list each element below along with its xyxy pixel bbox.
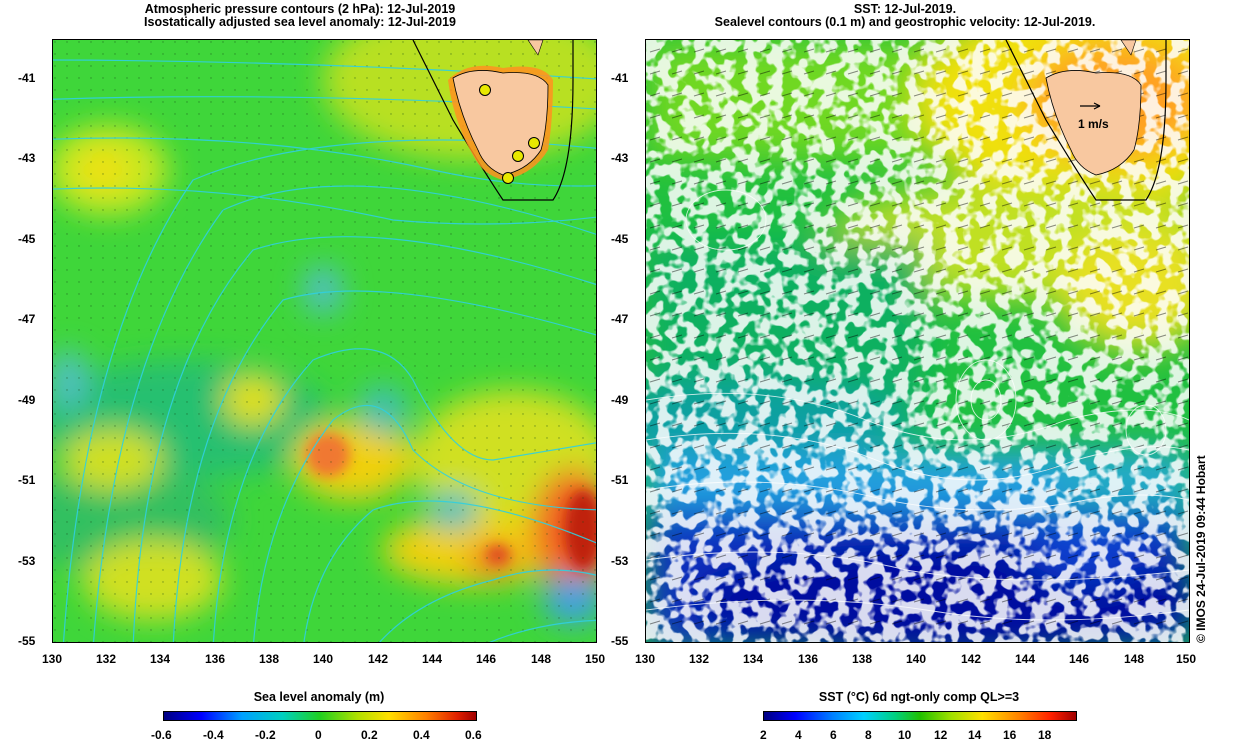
right-lon-tick: 150 [1176,652,1197,666]
left-lat-tick: -43 [18,151,36,165]
sla-tick: 0.2 [361,728,378,742]
left-lat-tick: -55 [18,634,36,648]
sst-tick: 2 [760,728,767,742]
right-lon-tick: 142 [961,652,982,666]
left-lon-tick: 130 [42,652,63,666]
sla-tick: 0 [315,728,322,742]
left-map-title: Atmospheric pressure contours (2 hPa): 1… [90,3,510,29]
left-lon-tick: 140 [313,652,334,666]
right-lon-tick: 134 [743,652,764,666]
velocity-key-label: 1 m/s [1078,117,1109,131]
right-lat-tick: -51 [611,473,629,487]
tide-gauge-markers [479,84,540,184]
right-lon-tick: 144 [1015,652,1036,666]
sst-tick: 18 [1038,728,1052,742]
left-lat-tick: -49 [18,393,36,407]
left-lat-tick: -51 [18,473,36,487]
left-title-line1: Atmospheric pressure contours (2 hPa): 1… [144,2,456,16]
right-lat-tick: -45 [611,232,629,246]
right-title-line2: Sealevel contours (0.1 m) and geostrophi… [714,15,1096,29]
right-lon-tick: 140 [906,652,927,666]
sla-colorbar-title: Sea level anomaly (m) [253,690,385,704]
right-title-line1: SST: 12-Jul-2019. [853,2,957,16]
right-lon-tick: 146 [1069,652,1090,666]
left-lon-tick: 134 [150,652,171,666]
left-lat-tick: -45 [18,232,36,246]
velocity-key-arrow [1080,102,1101,110]
left-lon-tick: 142 [368,652,389,666]
sla-tick: 0.6 [465,728,482,742]
right-lon-tick: 130 [635,652,656,666]
right-lat-tick: -55 [611,634,629,648]
imos-credit: © IMOS 24-Jul-2019 09:44 Hobart [1194,455,1208,643]
left-title-line2: Isostatically adjusted sea level anomaly… [144,15,456,29]
right-lat-tick: -43 [611,151,629,165]
left-lon-tick: 146 [476,652,497,666]
sla-tick: -0.4 [203,728,224,742]
left-lon-tick: 150 [585,652,606,666]
sst-tick: 4 [795,728,802,742]
left-lon-tick: 132 [96,652,117,666]
sst-map: 1 m/s [645,39,1190,643]
left-lon-tick: 144 [422,652,443,666]
sla-tick: -0.2 [255,728,276,742]
sst-colorbar-title: SST (°C) 6d ngt-only comp QL>=3 [818,690,1020,704]
left-lon-tick: 136 [205,652,226,666]
right-lat-tick: -41 [611,71,629,85]
left-lat-tick: -41 [18,71,36,85]
right-lon-tick: 136 [798,652,819,666]
right-lat-tick: -49 [611,393,629,407]
sla-field [53,40,596,642]
sst-field [646,40,1189,642]
sst-colorbar [763,711,1077,721]
left-lon-tick: 138 [259,652,280,666]
sla-tick: 0.4 [413,728,430,742]
sst-tick: 6 [830,728,837,742]
left-lon-tick: 148 [531,652,552,666]
right-lon-tick: 132 [689,652,710,666]
sst-tick: 10 [898,728,912,742]
left-lat-tick: -53 [18,554,36,568]
sla-colorbar [163,711,477,721]
sla-tick: -0.6 [151,728,172,742]
right-lon-tick: 148 [1124,652,1145,666]
sea-level-contours [646,189,1189,621]
left-lat-tick: -47 [18,312,36,326]
right-lat-tick: -47 [611,312,629,326]
tasmania-landmass-sst [1045,70,1142,176]
right-lon-tick: 138 [852,652,873,666]
sst-tick: 16 [1003,728,1017,742]
sst-tick: 8 [865,728,872,742]
sst-tick: 12 [934,728,948,742]
sst-tick: 14 [968,728,982,742]
tasmania-landmass [452,70,549,176]
sea-level-anomaly-map [52,39,597,643]
right-map-title: SST: 12-Jul-2019. Sealevel contours (0.1… [620,3,1190,29]
right-lat-tick: -53 [611,554,629,568]
